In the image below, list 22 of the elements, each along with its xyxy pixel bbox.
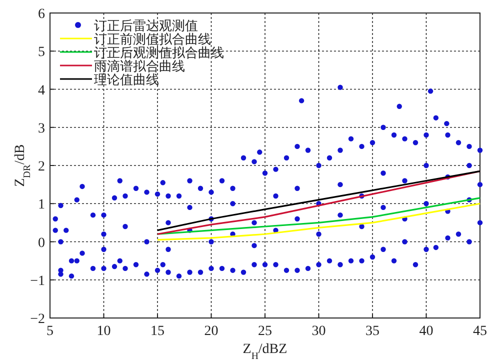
- x-tick-label: 15: [150, 324, 164, 339]
- x-tick-label: 40: [419, 324, 434, 339]
- x-tick-label: 10: [96, 324, 111, 339]
- line-series: [156, 202, 481, 241]
- y-tick-label: 0: [38, 236, 45, 251]
- y-tick-label: −2: [30, 312, 45, 327]
- y-tick-label: 1: [38, 198, 45, 213]
- line-series: [156, 197, 481, 235]
- y-tick-label: 5: [38, 45, 45, 60]
- x-tick-label: 25: [258, 324, 272, 339]
- x-tick-label: 45: [473, 324, 487, 339]
- y-tick-label: 2: [38, 160, 45, 174]
- y-tick-label: 6: [38, 7, 45, 22]
- y-tick-label: 4: [38, 83, 45, 98]
- legend-label: 理论值曲线: [94, 72, 159, 87]
- x-tick-label: 20: [204, 324, 218, 339]
- legend-label: 雨滴谱拟合曲线: [94, 58, 185, 74]
- y-tick-label: 3: [38, 121, 45, 136]
- x-axis-title: Z$_{H}$/dBZ: [242, 342, 288, 362]
- x-tick-label: 30: [312, 324, 326, 339]
- x-tick-label: 35: [366, 324, 380, 339]
- y-tick-label: −1: [30, 274, 45, 289]
